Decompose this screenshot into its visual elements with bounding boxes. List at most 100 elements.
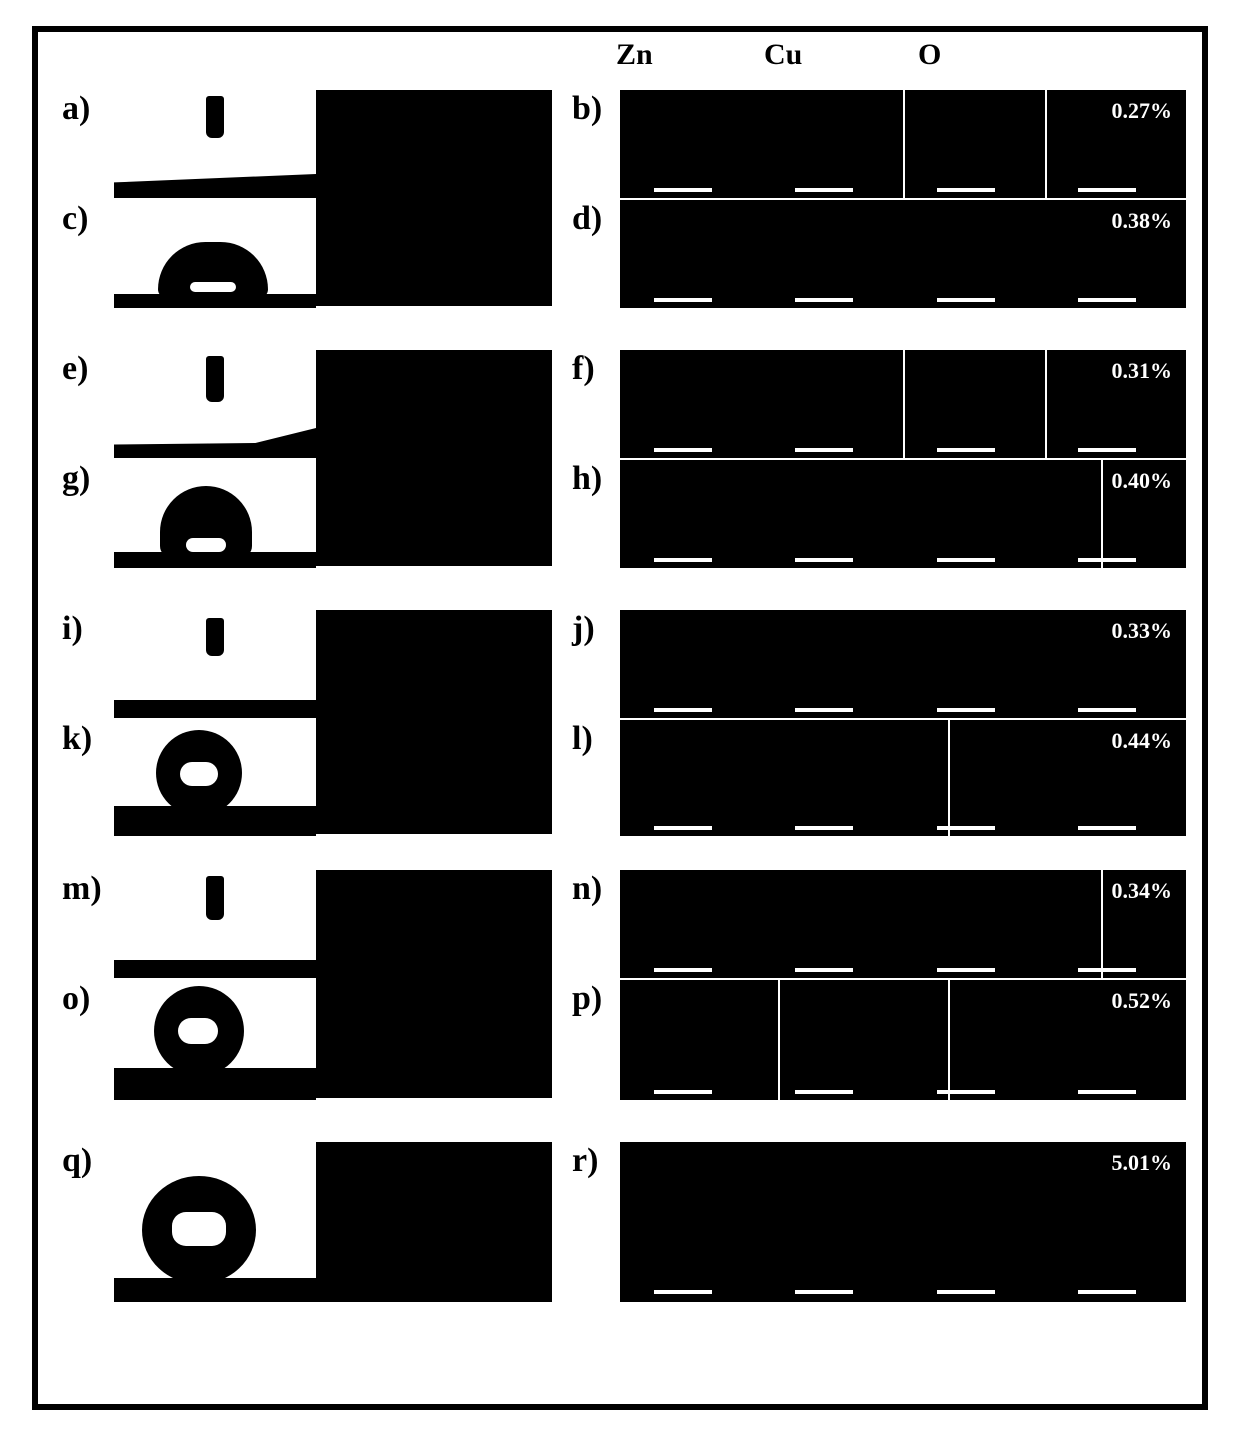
divider [1045, 350, 1047, 458]
scale-bar [795, 1090, 853, 1094]
percent-n: 0.34% [1112, 878, 1173, 904]
panel-label-n: n) [572, 870, 602, 908]
contact-angle-a [114, 90, 316, 198]
scale-bar [795, 1290, 853, 1294]
percent-d: 0.38% [1112, 208, 1173, 234]
scale-bar [654, 708, 712, 712]
drop-highlight [186, 538, 226, 552]
panel-label-f: f) [572, 350, 595, 388]
panel-label-o: o) [62, 980, 90, 1018]
needle-icon [206, 356, 224, 402]
substrate [114, 700, 316, 718]
contact-angle-g [114, 460, 316, 568]
percent-h: 0.40% [1112, 468, 1173, 494]
contact-angle-i [114, 610, 316, 718]
substrate [114, 552, 316, 568]
panel-label-l: l) [572, 720, 593, 758]
scale-bar [654, 188, 712, 192]
scale-bar [654, 1290, 712, 1294]
panel-label-e: e) [62, 350, 88, 388]
divider [1045, 90, 1047, 198]
scale-bar [1078, 298, 1136, 302]
divider [1101, 870, 1103, 978]
sem-eg [316, 350, 552, 566]
percent-f: 0.31% [1112, 358, 1173, 384]
scale-bar [795, 826, 853, 830]
sem-ac [316, 90, 552, 306]
scale-bar [937, 708, 995, 712]
figure-frame: Zn Cu O a) b) 0.27% c) d) 0.38% e) f) [32, 26, 1208, 1410]
needle-icon [206, 876, 224, 920]
scale-bar [1078, 968, 1136, 972]
col-header-zn: Zn [616, 38, 653, 72]
map-p: 0.52% [620, 980, 1186, 1100]
percent-p: 0.52% [1112, 988, 1173, 1014]
divider [903, 90, 905, 198]
scale-bar [1078, 448, 1136, 452]
panel-label-m: m) [62, 870, 102, 908]
contact-angle-m [114, 870, 316, 978]
percent-r: 5.01% [1112, 1150, 1173, 1176]
scale-bar [937, 1290, 995, 1294]
map-n: 0.34% [620, 870, 1186, 978]
drop-highlight [172, 1212, 226, 1246]
substrate [114, 960, 316, 978]
map-d: 0.38% [620, 200, 1186, 308]
percent-b: 0.27% [1112, 98, 1173, 124]
scale-bar [937, 188, 995, 192]
scale-bar [795, 968, 853, 972]
scale-bar [654, 968, 712, 972]
scale-bar [654, 558, 712, 562]
panel-label-q: q) [62, 1142, 92, 1180]
map-h: 0.40% [620, 460, 1186, 568]
divider [1101, 460, 1103, 568]
scale-bar [795, 298, 853, 302]
percent-l: 0.44% [1112, 728, 1173, 754]
sem-q [316, 1142, 552, 1302]
panel-label-a: a) [62, 90, 90, 128]
scale-bar [937, 1090, 995, 1094]
scale-bar [1078, 188, 1136, 192]
scale-bar [1078, 1290, 1136, 1294]
needle-icon [206, 618, 224, 656]
divider [948, 980, 950, 1100]
panel-label-i: i) [62, 610, 83, 648]
map-j: 0.33% [620, 610, 1186, 718]
scale-bar [795, 558, 853, 562]
scale-bar [795, 188, 853, 192]
divider [948, 720, 950, 836]
panel-label-h: h) [572, 460, 602, 498]
scale-bar [937, 968, 995, 972]
substrate [114, 806, 316, 836]
panel-label-r: r) [572, 1142, 598, 1180]
map-f: 0.31% [620, 350, 1186, 458]
divider [903, 350, 905, 458]
scale-bar [654, 298, 712, 302]
scale-bar [795, 448, 853, 452]
col-header-o: O [918, 38, 941, 72]
substrate [114, 1068, 316, 1100]
panel-label-g: g) [62, 460, 90, 498]
sem-ik [316, 610, 552, 834]
panel-label-j: j) [572, 610, 595, 648]
scale-bar [1078, 708, 1136, 712]
scale-bar [937, 826, 995, 830]
contact-angle-o [114, 980, 316, 1100]
panel-label-p: p) [572, 980, 602, 1018]
panel-label-b: b) [572, 90, 602, 128]
scale-bar [1078, 826, 1136, 830]
substrate [114, 294, 316, 308]
scale-bar [937, 298, 995, 302]
drop-highlight [180, 762, 218, 786]
panel-label-c: c) [62, 200, 88, 238]
contact-angle-k [114, 720, 316, 836]
map-r: 5.01% [620, 1142, 1186, 1302]
contact-angle-c [114, 200, 316, 308]
scale-bar [1078, 558, 1136, 562]
scale-bar [937, 558, 995, 562]
contact-angle-e [114, 350, 316, 458]
needle-icon [206, 96, 224, 138]
drop-highlight [178, 1018, 218, 1044]
drop-highlight [190, 282, 236, 292]
panel-label-d: d) [572, 200, 602, 238]
